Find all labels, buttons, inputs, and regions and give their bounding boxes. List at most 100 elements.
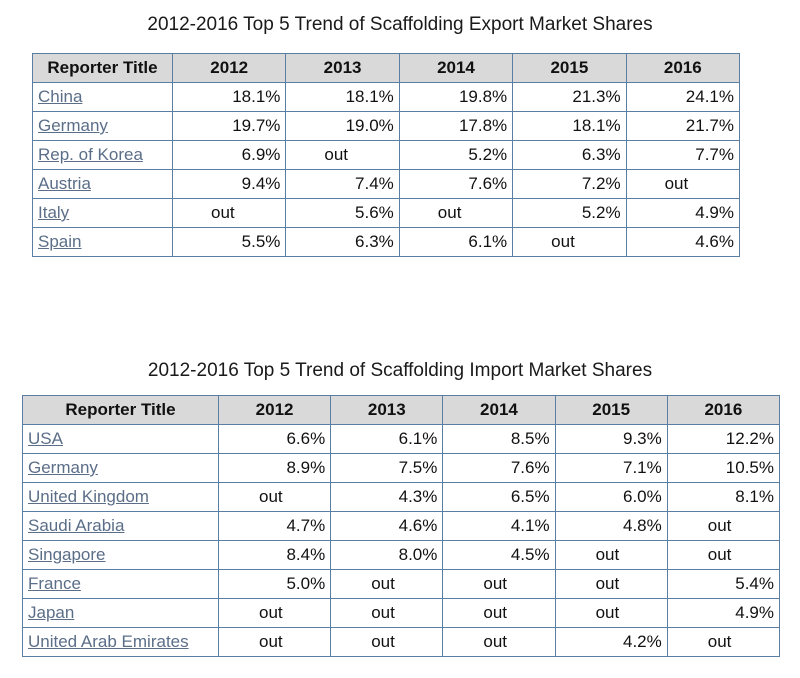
column-header-year: 2012 <box>171 53 287 83</box>
share-value-cell: out <box>398 198 514 228</box>
share-value-cell: 19.0% <box>285 111 400 141</box>
table-row: Saudi Arabia 4.7% 4.6% 4.1% 4.8% out <box>22 511 781 541</box>
country-link[interactable]: Singapore <box>28 545 106 564</box>
country-link[interactable]: Saudi Arabia <box>28 516 125 535</box>
share-value-cell: out <box>330 627 444 657</box>
column-header-year: 2016 <box>666 395 781 425</box>
country-cell: Saudi Arabia <box>22 511 219 541</box>
table-row: Italy out 5.6% out 5.2% 4.9% <box>32 198 741 228</box>
table-row: France 5.0% out out out 5.4% <box>22 569 781 599</box>
country-cell: United Arab Emirates <box>22 627 219 657</box>
share-value-cell: 8.1% <box>666 482 781 512</box>
table-header-row: Reporter Title 2012 2013 2014 2015 2016 <box>32 53 741 83</box>
table-row: Japan out out out out 4.9% <box>22 598 781 628</box>
country-link[interactable]: China <box>38 87 83 106</box>
country-cell: Singapore <box>22 540 219 570</box>
share-value-cell: out <box>217 482 332 512</box>
share-value-cell: 18.1% <box>512 111 627 141</box>
share-value-cell: out <box>625 169 741 199</box>
column-header-year: 2016 <box>625 53 741 83</box>
share-value-cell: 7.6% <box>442 453 556 483</box>
share-value-cell: 7.1% <box>554 453 668 483</box>
column-header-year: 2015 <box>554 395 668 425</box>
share-value-cell: 12.2% <box>666 424 781 454</box>
country-cell: China <box>32 82 173 112</box>
share-value-cell: out <box>442 627 556 657</box>
share-value-cell: 7.2% <box>512 169 627 199</box>
share-value-cell: 4.8% <box>554 511 668 541</box>
table-row: Germany 19.7% 19.0% 17.8% 18.1% 21.7% <box>32 111 741 141</box>
table-row: USA 6.6% 6.1% 8.5% 9.3% 12.2% <box>22 424 781 454</box>
share-value-cell: 19.8% <box>398 82 514 112</box>
country-cell: Germany <box>32 111 173 141</box>
country-link[interactable]: Japan <box>28 603 75 622</box>
share-value-cell: 9.4% <box>171 169 287 199</box>
share-value-cell: 6.6% <box>217 424 332 454</box>
import-market-shares-table: Reporter Title 2012 2013 2014 2015 2016 USA 6.… <box>22 395 781 657</box>
share-value-cell: 5.2% <box>398 140 514 170</box>
share-value-cell: out <box>217 598 332 628</box>
table-row: United Kingdom out 4.3% 6.5% 6.0% 8.1% <box>22 482 781 512</box>
share-value-cell: 6.0% <box>554 482 668 512</box>
country-link[interactable]: Germany <box>28 458 98 477</box>
column-header-year: 2013 <box>285 53 400 83</box>
table-row: United Arab Emirates out out out 4.2% out <box>22 627 781 657</box>
share-value-cell: 5.5% <box>171 227 287 257</box>
share-value-cell: out <box>330 569 444 599</box>
share-value-cell: 10.5% <box>666 453 781 483</box>
country-cell: Spain <box>32 227 173 257</box>
column-header-year: 2014 <box>398 53 514 83</box>
share-value-cell: 7.6% <box>398 169 514 199</box>
share-value-cell: out <box>442 569 556 599</box>
share-value-cell: out <box>554 569 668 599</box>
share-value-cell: 4.3% <box>330 482 444 512</box>
country-link[interactable]: United Kingdom <box>28 487 149 506</box>
country-link[interactable]: USA <box>28 429 63 448</box>
country-link[interactable]: United Arab Emirates <box>28 632 189 651</box>
share-value-cell: 4.7% <box>217 511 332 541</box>
share-value-cell: 4.6% <box>625 227 741 257</box>
share-value-cell: 5.4% <box>666 569 781 599</box>
import-table-title: 2012-2016 Top 5 Trend of Scaffolding Imp… <box>147 360 653 381</box>
country-cell: United Kingdom <box>22 482 219 512</box>
country-link[interactable]: France <box>28 574 81 593</box>
country-link[interactable]: Italy <box>38 203 70 222</box>
share-value-cell: 7.5% <box>330 453 444 483</box>
country-cell: Austria <box>32 169 173 199</box>
share-value-cell: out <box>512 227 627 257</box>
share-value-cell: 8.0% <box>330 540 444 570</box>
country-cell: USA <box>22 424 219 454</box>
country-cell: Japan <box>22 598 219 628</box>
country-link[interactable]: Germany <box>38 116 108 135</box>
share-value-cell: out <box>666 540 781 570</box>
country-cell: Italy <box>32 198 173 228</box>
share-value-cell: 6.3% <box>512 140 627 170</box>
share-value-cell: 4.9% <box>625 198 741 228</box>
share-value-cell: 7.4% <box>285 169 400 199</box>
share-value-cell: 18.1% <box>285 82 400 112</box>
share-value-cell: 9.3% <box>554 424 668 454</box>
share-value-cell: 5.2% <box>512 198 627 228</box>
share-value-cell: out <box>171 198 287 228</box>
export-table-title: 2012-2016 Top 5 Trend of Scaffolding Exp… <box>147 14 653 35</box>
share-value-cell: 6.9% <box>171 140 287 170</box>
share-value-cell: 7.7% <box>625 140 741 170</box>
share-value-cell: 5.0% <box>217 569 332 599</box>
country-link[interactable]: Spain <box>38 232 82 251</box>
share-value-cell: 8.4% <box>217 540 332 570</box>
table-row: Singapore 8.4% 8.0% 4.5% out out <box>22 540 781 570</box>
share-value-cell: 4.9% <box>666 598 781 628</box>
share-value-cell: 8.5% <box>442 424 556 454</box>
country-link[interactable]: Rep. of Korea <box>38 145 143 164</box>
share-value-cell: 4.2% <box>554 627 668 657</box>
share-value-cell: 4.1% <box>442 511 556 541</box>
column-header-year: 2015 <box>512 53 627 83</box>
country-link[interactable]: Austria <box>38 174 91 193</box>
share-value-cell: out <box>330 598 444 628</box>
share-value-cell: 6.1% <box>398 227 514 257</box>
share-value-cell: 5.6% <box>285 198 400 228</box>
share-value-cell: out <box>285 140 400 170</box>
share-value-cell: 6.1% <box>330 424 444 454</box>
export-market-shares-table: Reporter Title 2012 2013 2014 2015 2016 China… <box>32 53 741 257</box>
share-value-cell: out <box>217 627 332 657</box>
